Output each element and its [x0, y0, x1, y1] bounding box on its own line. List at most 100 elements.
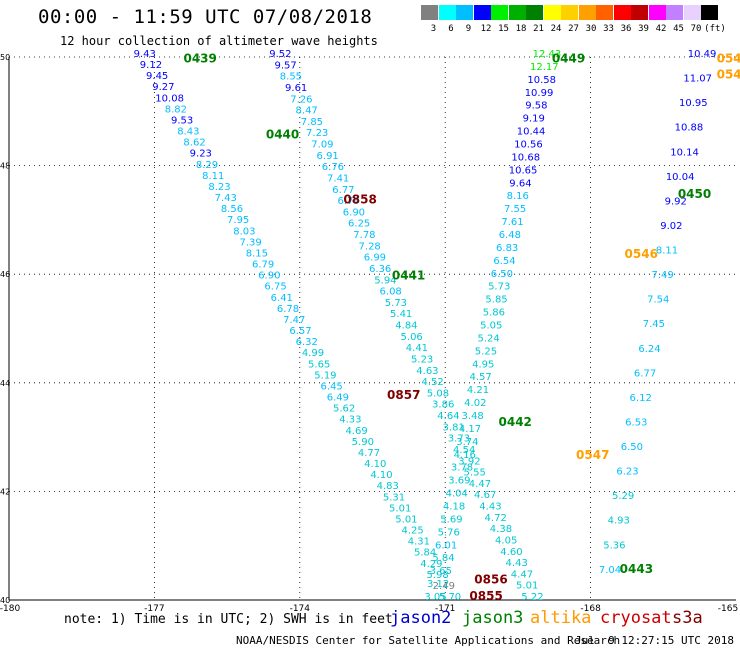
swh-value: 3.48: [462, 411, 484, 422]
pass-label: 0544: [717, 51, 740, 65]
swh-value: 3.12: [427, 579, 449, 590]
pass-label: 0450: [678, 187, 711, 201]
pass-label: 0855: [469, 589, 502, 603]
pass-label: 0856: [474, 573, 507, 587]
swh-value: 5.86: [483, 308, 505, 319]
swh-value: 11.07: [683, 74, 712, 85]
swh-value: 7.41: [327, 173, 349, 184]
satellite-name: jason3: [462, 608, 524, 628]
swh-value: 4.41: [406, 343, 428, 354]
swh-value: 3.81: [443, 422, 465, 433]
map-subtitle: 12 hour collection of altimeter wave hei…: [60, 34, 378, 48]
swh-value: 5.29: [612, 491, 634, 502]
swh-value: 4.72: [485, 513, 507, 524]
lat-tick-label: 46: [0, 270, 10, 279]
swh-value: 3.73: [448, 434, 470, 445]
swh-value: 5.62: [333, 404, 355, 415]
swh-value: 6.91: [317, 151, 339, 162]
swh-value: 9.52: [269, 49, 291, 60]
swh-value: 3.86: [432, 400, 454, 411]
swh-value: 4.33: [339, 415, 361, 426]
legend-label: 36: [620, 24, 632, 34]
satellite-name: s3a: [672, 608, 703, 628]
swh-value: 5.08: [427, 388, 449, 399]
swh-value: 8.56: [221, 204, 243, 215]
swh-value: 4.43: [479, 502, 501, 513]
swh-value: 8.47: [296, 106, 318, 117]
swh-value: 6.41: [271, 293, 293, 304]
swh-value: 4.77: [358, 448, 380, 459]
legend-swatch: [508, 5, 526, 20]
altimeter-tracks: 9.439.129.459.2710.088.829.538.438.629.2…: [134, 49, 717, 603]
swh-value: 8.11: [656, 246, 678, 257]
swh-value: 3.65: [430, 566, 452, 577]
swh-value: 4.29: [420, 559, 442, 570]
swh-value: 4.21: [467, 385, 489, 396]
swh-value: 6.77: [332, 185, 354, 196]
pass-label: 0439: [183, 51, 216, 65]
swh-value: 5.84: [414, 548, 436, 559]
swh-value: 6.23: [616, 467, 638, 478]
swh-value: 6.45: [321, 381, 343, 392]
swh-value: 5.73: [488, 282, 510, 293]
swh-value: 9.57: [275, 60, 297, 71]
swh-value: 6.53: [625, 417, 647, 428]
pass-label: 0546: [625, 247, 658, 261]
legend-swatch: [473, 5, 491, 20]
swh-value: 4.04: [446, 489, 468, 500]
pass-label: 0440: [266, 127, 299, 141]
swh-value: 6.01: [435, 540, 457, 551]
axis-ticks: 40 42 44 46 48 50 -180 -177 -174 -171 -168 -165: [0, 53, 738, 614]
lon-tick-label: -177: [144, 604, 164, 614]
legend-label: 12: [480, 24, 492, 34]
swh-value: 7.26: [290, 94, 312, 105]
legend-label: 18: [515, 24, 527, 34]
swh-value: 6.90: [343, 207, 365, 218]
swh-value: 10.65: [509, 165, 538, 176]
swh-value: 7.39: [240, 237, 262, 248]
swh-value: 7.54: [647, 295, 669, 306]
swh-value: 12.43: [533, 49, 562, 60]
legend-label: 39: [638, 24, 649, 34]
swh-value: 4.05: [495, 535, 517, 546]
swh-value: 5.84: [432, 553, 454, 564]
lat-lon-grid: [9, 56, 736, 600]
swh-value: 6.25: [348, 219, 370, 230]
swh-value: 5.23: [411, 354, 433, 365]
swh-value: 4.16: [454, 450, 476, 461]
swh-value: 8.15: [246, 248, 268, 259]
swh-value: 10.99: [525, 88, 554, 99]
swh-value: 9.23: [190, 149, 212, 160]
swh-value: 10.68: [511, 152, 540, 163]
satellite-name: cryosat: [600, 608, 672, 628]
pass-label: 0442: [499, 415, 532, 429]
swh-value: 4.67: [474, 490, 496, 501]
swh-value: 7.47: [283, 315, 305, 326]
swh-value: 5.94: [374, 275, 396, 286]
swh-value: 6.36: [369, 264, 391, 275]
swh-value: 4.02: [464, 398, 486, 409]
swh-value: 3.78: [451, 463, 473, 474]
swh-value: 8.11: [202, 171, 224, 182]
swh-value: 10.44: [517, 127, 546, 138]
swh-value: 6.12: [630, 393, 652, 404]
swh-value: 6.48: [499, 230, 521, 241]
swh-value: 10.14: [670, 147, 699, 158]
swh-value: 4.63: [416, 366, 438, 377]
legend-label: 6: [448, 24, 454, 34]
swh-value: 7.45: [643, 319, 665, 330]
swh-value: 7.95: [227, 215, 249, 226]
lat-tick-label: 40: [0, 596, 10, 605]
legend-label: 70: [690, 24, 702, 34]
swh-value: 5.85: [485, 295, 507, 306]
swh-value: 8.29: [196, 160, 218, 171]
swh-value: 6.49: [327, 393, 349, 404]
swh-value: 6.79: [338, 196, 360, 207]
swh-value: 6.50: [491, 269, 513, 280]
pass-label: 0857: [387, 388, 420, 402]
lon-tick-label: -165: [718, 604, 738, 614]
swh-value: 9.58: [525, 101, 547, 112]
swh-value: 6.79: [252, 260, 274, 271]
swh-value: 5.06: [401, 332, 423, 343]
legend-swatch: [438, 5, 456, 20]
